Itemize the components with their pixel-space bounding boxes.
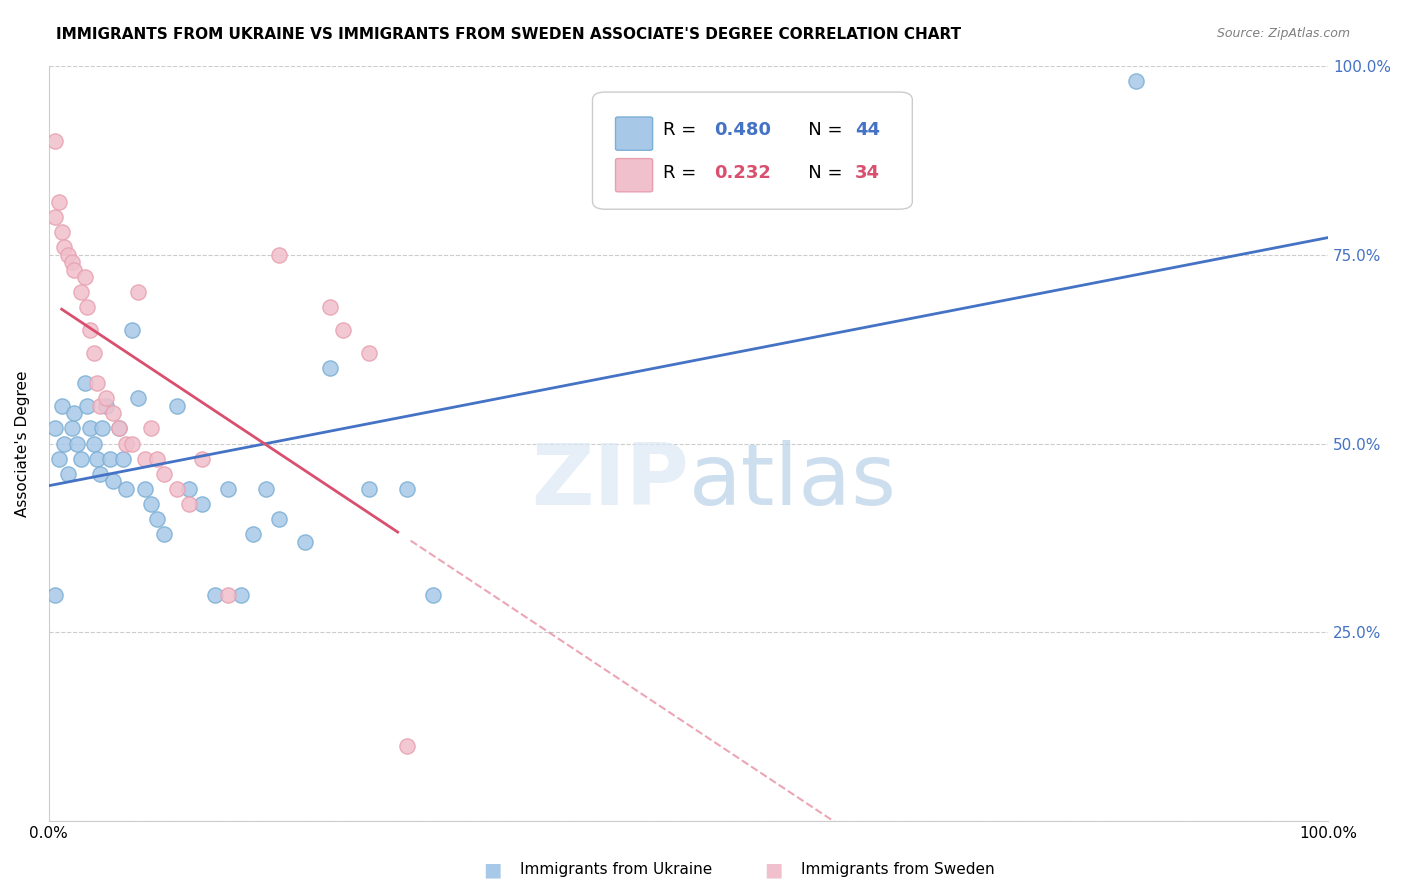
Point	[53, 436, 76, 450]
Point	[66, 436, 89, 450]
Point	[89, 399, 111, 413]
Text: ■: ■	[482, 860, 502, 880]
Text: Immigrants from Ukraine: Immigrants from Ukraine	[520, 863, 713, 877]
Text: N =: N =	[790, 164, 848, 182]
Point	[179, 497, 201, 511]
Text: N =: N =	[790, 120, 848, 139]
Point	[60, 421, 83, 435]
Point	[86, 451, 108, 466]
Point	[267, 247, 290, 261]
Y-axis label: Associate's Degree: Associate's Degree	[15, 370, 30, 516]
Text: 34: 34	[855, 164, 880, 182]
Point	[114, 482, 136, 496]
Point	[48, 451, 70, 466]
Point	[146, 451, 169, 466]
Point	[101, 406, 124, 420]
Point	[179, 482, 201, 496]
Point	[1125, 73, 1147, 87]
Point	[357, 482, 380, 496]
FancyBboxPatch shape	[592, 92, 912, 210]
Text: 0.232: 0.232	[714, 164, 770, 182]
Point	[73, 376, 96, 390]
Point	[357, 346, 380, 360]
Point	[48, 194, 70, 209]
Point	[79, 421, 101, 435]
Point	[294, 534, 316, 549]
Point	[111, 451, 134, 466]
Point	[83, 436, 105, 450]
Text: Immigrants from Sweden: Immigrants from Sweden	[801, 863, 995, 877]
Point	[56, 247, 79, 261]
Point	[134, 482, 156, 496]
Point	[153, 527, 176, 541]
Text: R =: R =	[662, 120, 702, 139]
Point	[79, 323, 101, 337]
Point	[86, 376, 108, 390]
Point	[69, 285, 91, 300]
Point	[98, 451, 121, 466]
Text: Source: ZipAtlas.com: Source: ZipAtlas.com	[1216, 27, 1350, 40]
Point	[254, 482, 277, 496]
Point	[73, 270, 96, 285]
Point	[108, 421, 131, 435]
Point	[44, 134, 66, 148]
Point	[76, 399, 98, 413]
Text: ■: ■	[763, 860, 783, 880]
Point	[44, 588, 66, 602]
Point	[134, 451, 156, 466]
Point	[153, 467, 176, 481]
Point	[114, 436, 136, 450]
Point	[146, 512, 169, 526]
Point	[166, 482, 188, 496]
Point	[63, 406, 86, 420]
Point	[101, 475, 124, 489]
Point	[332, 323, 354, 337]
Point	[96, 391, 118, 405]
Text: ZIP: ZIP	[530, 440, 689, 523]
Point	[51, 399, 73, 413]
Point	[91, 421, 114, 435]
Point	[121, 436, 143, 450]
Point	[395, 482, 418, 496]
Point	[60, 255, 83, 269]
Point	[229, 588, 252, 602]
Point	[191, 451, 214, 466]
Point	[217, 588, 239, 602]
Point	[56, 467, 79, 481]
Point	[89, 467, 111, 481]
Point	[44, 210, 66, 224]
Text: atlas: atlas	[689, 440, 897, 523]
Text: 44: 44	[855, 120, 880, 139]
Text: 0.480: 0.480	[714, 120, 770, 139]
Point	[53, 240, 76, 254]
Point	[127, 285, 149, 300]
FancyBboxPatch shape	[616, 159, 652, 192]
FancyBboxPatch shape	[616, 117, 652, 150]
Point	[69, 451, 91, 466]
Point	[166, 399, 188, 413]
Point	[108, 421, 131, 435]
Text: IMMIGRANTS FROM UKRAINE VS IMMIGRANTS FROM SWEDEN ASSOCIATE'S DEGREE CORRELATION: IMMIGRANTS FROM UKRAINE VS IMMIGRANTS FR…	[56, 27, 962, 42]
Point	[127, 391, 149, 405]
Point	[44, 421, 66, 435]
Point	[96, 399, 118, 413]
Point	[121, 323, 143, 337]
Point	[217, 482, 239, 496]
Point	[422, 588, 444, 602]
Point	[242, 527, 264, 541]
Point	[204, 588, 226, 602]
Text: R =: R =	[662, 164, 707, 182]
Point	[319, 301, 342, 315]
Point	[51, 225, 73, 239]
Point	[139, 421, 162, 435]
Point	[319, 360, 342, 375]
Point	[395, 739, 418, 753]
Point	[83, 346, 105, 360]
Point	[139, 497, 162, 511]
Point	[63, 262, 86, 277]
Point	[191, 497, 214, 511]
Point	[267, 512, 290, 526]
Point	[76, 301, 98, 315]
